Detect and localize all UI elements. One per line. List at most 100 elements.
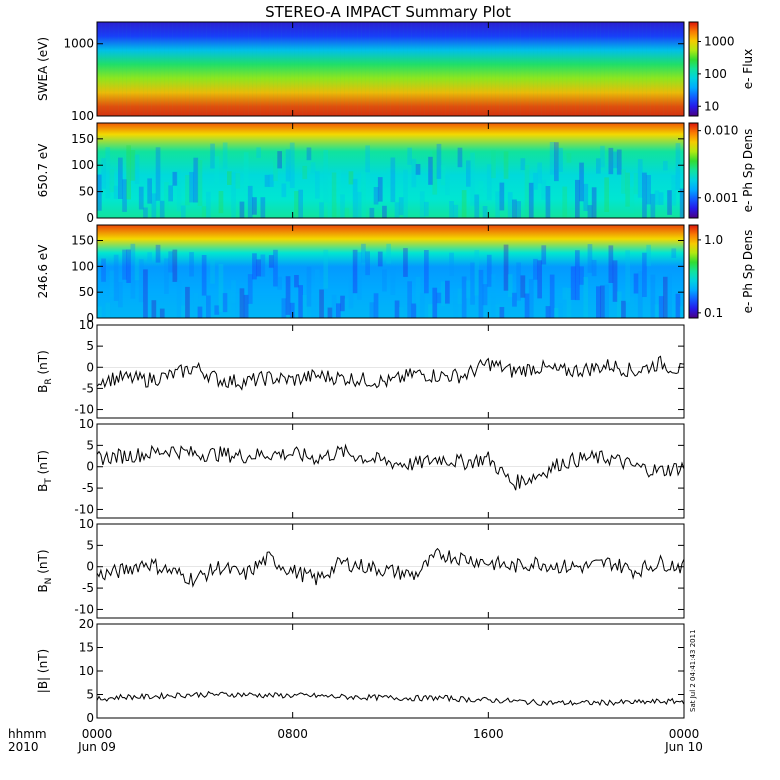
heatmap-texture: [512, 199, 517, 218]
heatmap-texture: [398, 197, 404, 216]
heatmap-texture: [625, 172, 630, 207]
heatmap-texture: [201, 255, 207, 296]
heatmap-texture: [424, 22, 429, 116]
heatmap-texture: [273, 22, 278, 116]
heatmap-texture: [608, 245, 614, 283]
panel-5: 10 5 0 -5 -10 BT (nT): [36, 417, 685, 519]
heatmap-texture: [189, 252, 194, 277]
x-tick-label: 1600: [473, 727, 504, 741]
y-tick-label: 0: [86, 211, 94, 225]
heatmap-texture: [440, 164, 446, 186]
heatmap-texture: [352, 178, 358, 218]
heatmap-texture: [155, 147, 161, 201]
heatmap-texture: [621, 300, 626, 318]
heatmap-texture: [436, 22, 442, 116]
heatmap-texture: [583, 277, 589, 318]
heatmap-texture: [331, 172, 337, 218]
y-tick-label: 10: [79, 664, 94, 678]
heatmap-texture: [440, 281, 446, 307]
colorbar-tick-label: 1000: [704, 34, 735, 48]
heatmap-texture: [239, 288, 245, 318]
heatmap-texture: [138, 259, 144, 303]
heatmap-texture: [516, 262, 521, 301]
ylabel-subscript: T: [44, 478, 54, 485]
heatmap-texture: [679, 188, 685, 218]
heatmap-texture: [357, 22, 362, 116]
heatmap-texture: [579, 22, 584, 116]
heatmap-texture: [302, 22, 308, 116]
heatmap-texture: [507, 22, 513, 116]
heatmap-texture: [646, 22, 651, 116]
panel-1: 1000 100 10 e- Flux 1000 100 SWEA (eV): [36, 21, 755, 123]
heatmap-texture: [97, 22, 102, 116]
heatmap-texture: [373, 293, 379, 318]
heatmap-texture: [411, 303, 417, 318]
heatmap-texture: [197, 306, 203, 318]
heatmap-texture: [616, 22, 622, 116]
heatmap-texture: [315, 171, 320, 199]
heatmap-texture: [658, 22, 664, 116]
ylabel-unit: (nT): [36, 649, 50, 677]
heatmap-texture: [403, 22, 408, 116]
heatmap-texture: [336, 169, 341, 203]
y-tick-label: 10: [79, 517, 94, 531]
heatmap-texture: [126, 145, 131, 200]
heatmap-texture: [436, 143, 442, 179]
heatmap-texture: [369, 22, 375, 116]
heatmap-texture: [579, 266, 584, 285]
heatmap-texture: [495, 304, 500, 316]
heatmap-texture: [252, 253, 257, 280]
heatmap-texture: [612, 260, 618, 302]
heatmap-texture: [118, 157, 123, 199]
y-tick-label: -5: [82, 481, 94, 495]
heatmap-texture: [159, 22, 165, 116]
heatmap-texture: [285, 22, 291, 116]
y-axis-label: SWEA (eV): [36, 37, 50, 101]
timestamp-stamp: Sat Jul 2 04:41:43 2011: [689, 629, 697, 712]
heatmap-texture: [545, 186, 551, 218]
heatmap-texture: [348, 274, 354, 309]
heatmap-texture: [298, 22, 303, 116]
heatmap-texture: [382, 205, 387, 218]
heatmap-texture: [382, 22, 387, 116]
heatmap-texture: [407, 281, 412, 318]
heatmap-texture: [101, 22, 106, 116]
heatmap-texture: [491, 150, 496, 179]
heatmap-texture: [155, 244, 161, 263]
heatmap-texture: [629, 297, 635, 318]
heatmap-texture: [516, 22, 521, 116]
heatmap-texture: [524, 293, 530, 318]
y-tick-label: 100: [71, 109, 94, 123]
heatmap-texture: [566, 287, 572, 318]
heatmap-texture: [474, 194, 480, 218]
heatmap-texture: [277, 22, 282, 116]
heatmap-texture: [449, 22, 454, 116]
heatmap-texture: [570, 266, 576, 300]
heatmap-texture: [663, 276, 668, 318]
heatmap-texture: [629, 186, 635, 214]
heatmap-texture: [235, 292, 241, 318]
heatmap-texture: [482, 284, 488, 306]
panel-frame: [96, 224, 685, 319]
heatmap-texture: [281, 22, 287, 116]
heatmap-texture: [650, 274, 656, 318]
heatmap-texture: [377, 177, 383, 202]
heatmap-texture: [646, 244, 651, 267]
heatmap-texture: [176, 280, 182, 318]
heatmap-texture: [537, 162, 542, 184]
heatmap-texture: [105, 147, 111, 199]
heatmap-texture: [570, 208, 576, 218]
x-tick-date: Jun 10: [664, 740, 703, 754]
heatmap-texture: [533, 258, 538, 280]
x-tick-label: 0000: [669, 727, 700, 741]
ylabel-subscript: R: [44, 378, 54, 384]
heatmap-texture: [512, 22, 517, 116]
heatmap-texture: [243, 294, 249, 318]
y-tick-label: 5: [86, 438, 94, 452]
heatmap-texture: [528, 279, 534, 318]
heatmap-texture: [520, 275, 526, 298]
heatmap-texture: [327, 307, 333, 318]
y-tick-label: 0: [86, 711, 94, 725]
heatmap-texture: [545, 306, 551, 318]
heatmap-texture: [566, 22, 572, 116]
